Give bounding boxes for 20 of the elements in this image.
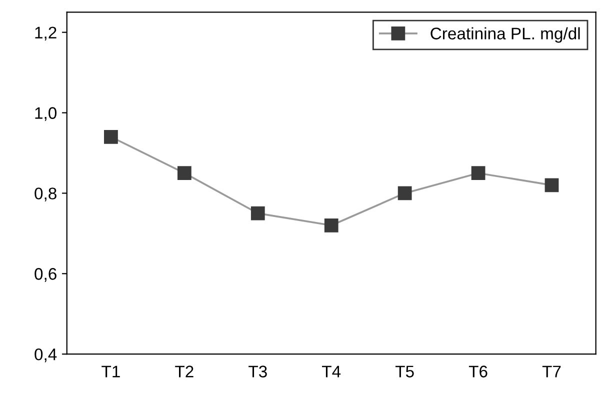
point <box>398 186 412 200</box>
legend-label: Creatinina PL. mg/dl <box>430 27 580 43</box>
y-tick-label: 1,2 <box>35 26 56 40</box>
y-tick-label: 0,8 <box>34 188 56 202</box>
y-tick-label: 0,6 <box>34 268 56 282</box>
x-tick-label: T6 <box>468 366 488 378</box>
x-tick-label: T5 <box>395 366 414 378</box>
y-tick-label: 0,4 <box>34 348 57 362</box>
point <box>250 206 265 220</box>
point <box>324 218 338 232</box>
point <box>544 178 559 192</box>
x-tick-label: T2 <box>175 366 194 378</box>
x-tick-label: T7 <box>542 366 561 378</box>
x-tick-label: T4 <box>322 366 341 378</box>
x-tick-label: T1 <box>102 366 120 378</box>
point <box>177 166 192 180</box>
y-tick-label: 1,0 <box>35 107 57 121</box>
x-tick-label: T3 <box>248 366 267 378</box>
point <box>104 130 118 144</box>
point <box>471 166 486 180</box>
